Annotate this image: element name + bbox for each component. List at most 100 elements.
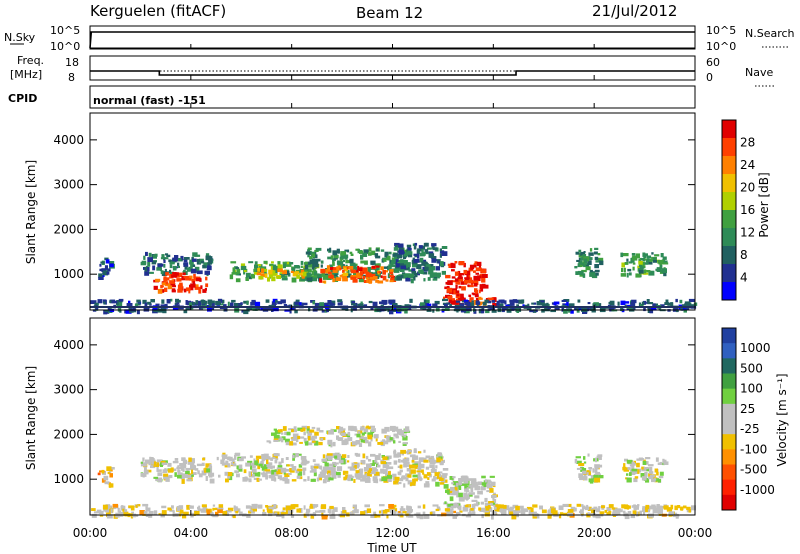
power-cell-6	[369, 277, 375, 280]
power-cell-1	[186, 267, 191, 272]
power-cell-11	[653, 257, 656, 261]
power-cell-1	[169, 264, 173, 269]
velocity-cell-7	[657, 478, 661, 483]
power-cell-11	[620, 273, 627, 277]
power-cell-8	[447, 263, 453, 266]
velocity-cell-2	[252, 468, 255, 471]
power-cell-2	[204, 287, 207, 291]
power-cell-5	[307, 249, 311, 254]
nsky-series-line	[89, 31, 695, 49]
velocity-cell-8	[329, 505, 334, 509]
power-cell-12	[292, 307, 296, 311]
velocity-cell-6	[588, 471, 591, 475]
power-cell-9	[487, 297, 494, 301]
power-cell-3	[284, 275, 288, 280]
power-cell-7	[417, 253, 420, 259]
power-cell-12	[650, 308, 657, 311]
velocity-cell-2	[388, 471, 391, 476]
power-cell-1	[152, 265, 156, 271]
velocity-cell-2	[256, 477, 260, 482]
velocity-cell-3	[300, 429, 303, 432]
beam-title: Beam 12	[356, 4, 423, 22]
power-cell-12	[97, 299, 103, 304]
power-cell-11	[626, 258, 629, 262]
power-cell-12	[681, 304, 685, 308]
velocity-cell-2	[337, 474, 341, 478]
power-cell-1	[189, 261, 194, 265]
power-cell-5	[403, 252, 409, 257]
power-cell-12	[227, 301, 230, 307]
velocity-cell-5	[465, 498, 469, 501]
velocity-cell-1	[162, 469, 168, 473]
power-cell-7	[395, 263, 400, 268]
velocity-cell-7	[656, 471, 659, 476]
power-cell-12	[289, 308, 292, 314]
power-cell-10	[582, 273, 586, 278]
velocity-cell-3	[370, 425, 375, 428]
velocity-cell-1	[198, 473, 203, 478]
velocity-cell-2	[284, 473, 290, 477]
velocity-cell-4	[436, 455, 439, 460]
power-cell-5	[311, 253, 316, 258]
velocity-cell-1	[177, 465, 180, 470]
power-cell-7	[408, 247, 412, 251]
velocity-cell-2	[381, 470, 386, 474]
power-cell-8	[448, 281, 452, 285]
power-cell-1	[143, 255, 146, 260]
velocity-cell-2	[310, 465, 313, 470]
power-cell-12	[491, 300, 496, 303]
power-cell-10	[597, 257, 604, 262]
power-cell-3	[300, 278, 307, 281]
power-cell-5	[383, 266, 388, 269]
velocity-cell-2	[367, 468, 374, 472]
power-cell-0	[99, 268, 102, 272]
power-cell-11	[621, 267, 624, 273]
power-cell-12	[660, 304, 665, 307]
xtick-label-2: 08:00	[274, 526, 309, 540]
velocity-cell-8	[481, 514, 484, 519]
velocity-cell-8	[197, 506, 200, 509]
velocity-cell-1	[194, 468, 199, 471]
velocity-cell-8	[688, 509, 691, 513]
power-cell-7	[405, 277, 411, 282]
velocity-cell-3	[358, 443, 363, 447]
power-colorbar-swatch-2	[722, 156, 736, 175]
power-cell-5	[314, 273, 320, 276]
power-cell-12	[147, 301, 151, 305]
velocity-cell-6	[590, 475, 594, 480]
velocity-cell-3	[277, 438, 283, 441]
freq-tick-top: 18	[65, 56, 79, 69]
velocity-cell-1	[188, 457, 192, 462]
power-cell-5	[344, 256, 348, 260]
power-cell-12	[531, 302, 534, 305]
velocity-cell-8	[268, 506, 274, 510]
power-cell-8	[458, 261, 464, 265]
power-cell-7	[416, 249, 420, 255]
velocity-cell-3	[294, 426, 297, 432]
velocity-cell-8	[352, 510, 355, 515]
velocity-cell-3	[299, 436, 305, 439]
power-cell-7	[393, 268, 400, 273]
velocity-cell-2	[392, 473, 397, 478]
velocity-cell-3	[289, 441, 294, 446]
velocity-cell-4	[404, 451, 410, 454]
xtick-label-1: 04:00	[174, 526, 209, 540]
velocity-cell-3	[363, 428, 369, 433]
power-cell-12	[620, 300, 626, 306]
velocity-cell-2	[379, 478, 383, 482]
velocity-cell-8	[539, 505, 543, 510]
velocity-cell-2	[234, 455, 237, 460]
freq-tick-bottom: 8	[68, 71, 75, 84]
velocity-cell-8	[360, 511, 366, 515]
velocity-cell-3	[338, 428, 342, 432]
velocity-cell-2	[218, 474, 221, 478]
velocity-cell-2	[295, 453, 299, 458]
velocity-cell-1	[197, 470, 200, 475]
velocity-cell-2	[376, 464, 381, 468]
velocity-cell-7	[645, 457, 651, 460]
velocity-colorbar-label: Velocity [m s⁻¹]	[775, 373, 789, 466]
velocity-cell-8	[642, 509, 646, 515]
power-cell-7	[435, 266, 440, 271]
velocity-cell-2	[317, 477, 322, 481]
power-cell-5	[345, 259, 349, 264]
